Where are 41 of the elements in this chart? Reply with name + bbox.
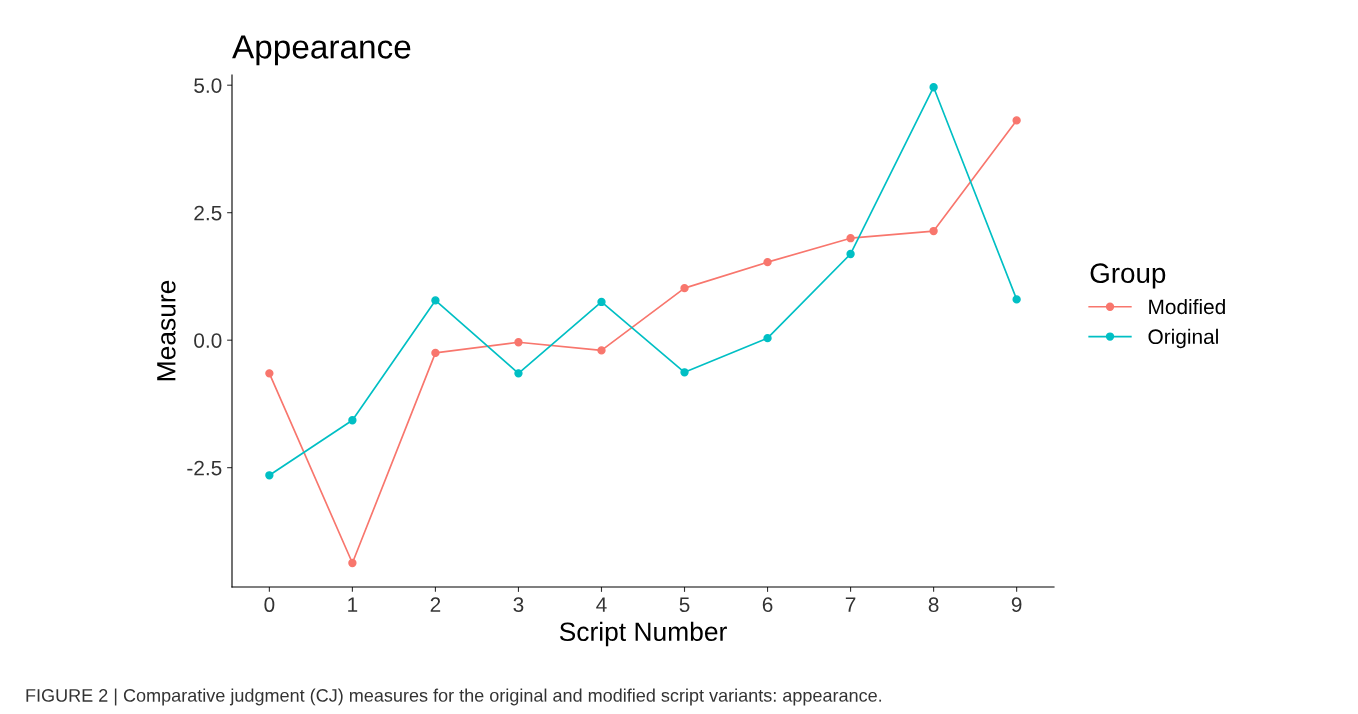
legend-label: Modified [1149,298,1225,315]
point [597,346,606,355]
point [1012,295,1021,304]
point [431,296,440,305]
y-axis-title: Measure [157,280,176,381]
x-tick-label: 4 [596,597,607,612]
point [1012,116,1021,125]
legend-title: Group [1090,263,1166,289]
y-tick-label: 5.0 [194,78,222,93]
point [348,416,357,425]
x-tick-label: 9 [1011,597,1022,613]
point [680,283,689,293]
x-tick-label: 7 [845,597,856,612]
point [929,226,938,236]
legend-label: Original [1148,328,1218,349]
x-tick-label: 5 [679,597,690,613]
point [431,348,440,358]
point [846,249,855,259]
x-tick-label: 1 [348,597,358,612]
chart-title: Appearance [232,35,411,66]
point [929,83,938,92]
point [846,234,855,243]
point [348,558,357,568]
x-axis-title: Script Number [559,621,727,647]
x-tick-label: 6 [762,597,773,613]
x-tick-label: 0 [264,597,275,613]
x-tick-label: 8 [928,597,939,613]
x-tick-label: 3 [513,597,524,613]
x-tick-label: 2 [430,597,441,612]
caption: FIGURE 2 | Comparative judgment (CJ) measures for the original and modified script variants: appearance. [26,688,882,706]
point [597,297,606,307]
y-tick-label: 0.0 [194,333,222,348]
point [514,338,523,347]
point [680,368,689,377]
point [763,333,772,343]
y-tick-label: -2.5 [187,460,222,476]
point [763,257,772,267]
y-tick-label: 2.5 [194,205,222,221]
point [265,471,274,480]
point [265,369,274,378]
point [514,369,523,378]
